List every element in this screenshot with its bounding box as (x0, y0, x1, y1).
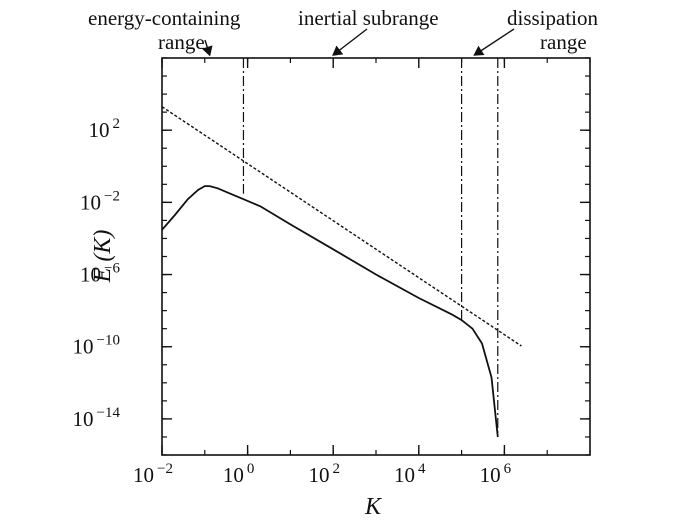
x-tick-label: 10 0 (223, 461, 255, 487)
y-tick-label: 10 −6 (80, 261, 120, 287)
y-axis-title: E (K) (90, 230, 116, 284)
ticks (161, 57, 591, 456)
x-axis-title: K (364, 494, 383, 520)
x-tick-label: 10 −2 (133, 461, 173, 487)
annotation-label: range (158, 30, 205, 54)
y-tick-label: 10 2 (89, 116, 121, 142)
annotation-arrow (201, 39, 213, 57)
x-tick-label: 10 4 (394, 461, 426, 487)
power-law-reference-line (161, 106, 522, 347)
annotation-label: energy-containing (88, 6, 241, 30)
plot-frame (161, 57, 591, 456)
reference-lines (242, 58, 499, 437)
y-tick-label: 10 −14 (73, 405, 121, 431)
annotation-label: dissipation (507, 6, 599, 30)
y-tick-label: 10 −10 (73, 333, 120, 359)
series (161, 106, 522, 438)
x-tick-label: 10 2 (308, 461, 340, 487)
annotation-arrow (473, 28, 515, 56)
annotation-label: inertial subrange (298, 6, 439, 30)
energy-spectrum-line (161, 185, 499, 438)
x-tick-label: 10 6 (480, 461, 512, 487)
annotation-label: range (540, 30, 587, 54)
y-tick-label: 10 −2 (80, 188, 120, 214)
annotation-arrow (332, 28, 368, 56)
